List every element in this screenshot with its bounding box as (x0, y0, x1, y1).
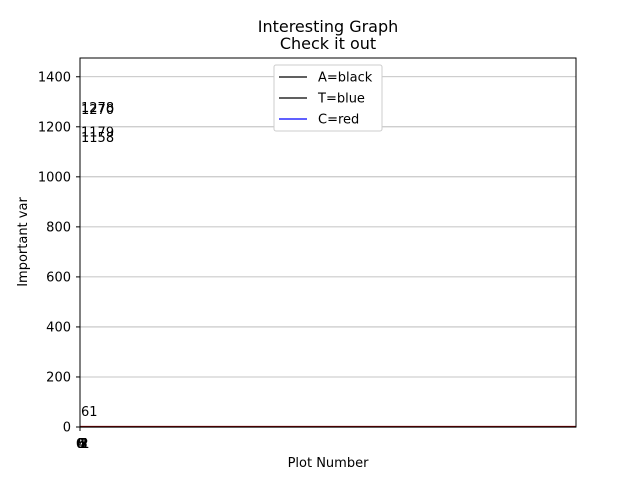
y-tick-label: 1200 (38, 120, 71, 135)
data-label: 1158 (81, 131, 114, 146)
x-tick-label: 0 (76, 437, 84, 452)
legend-label: T=blue (317, 92, 365, 107)
y-tick-label: 400 (46, 320, 71, 335)
data-label: 1179 (81, 126, 114, 141)
data-label: 1270 (81, 103, 114, 118)
x-axis-label: Plot Number (288, 456, 370, 471)
x-tick-label: 4 (79, 437, 87, 452)
x-tick-label: 6 (77, 437, 85, 452)
plot-frame (79, 57, 577, 428)
legend-label: A=black (318, 71, 373, 86)
x-tick-label: 3 (79, 437, 87, 452)
y-tick-label: 600 (46, 270, 71, 285)
x-tick-label: 5 (78, 437, 86, 452)
legend-label: C=red (318, 113, 359, 128)
data-label: 61 (81, 405, 98, 420)
x-tick-label: 1 (81, 437, 89, 452)
legend: A=black T=blue C=red (273, 64, 383, 132)
legend-box (273, 64, 383, 132)
data-label: 1278 (81, 101, 114, 116)
y-axis-label: Important var (16, 197, 31, 287)
y-axis-ticks: 0 200 400 600 800 1000 1200 1400 (38, 70, 80, 436)
y-tick-label: 200 (46, 370, 71, 385)
y-tick-label: 0 (63, 421, 71, 436)
y-tick-label: 1000 (38, 170, 71, 185)
chart-title: Interesting Graph (258, 17, 399, 36)
y-tick-label: 800 (46, 220, 71, 235)
x-tick-label: 2 (80, 437, 88, 452)
y-tick-label: 1400 (38, 70, 71, 85)
chart-subtitle: Check it out (280, 34, 376, 53)
